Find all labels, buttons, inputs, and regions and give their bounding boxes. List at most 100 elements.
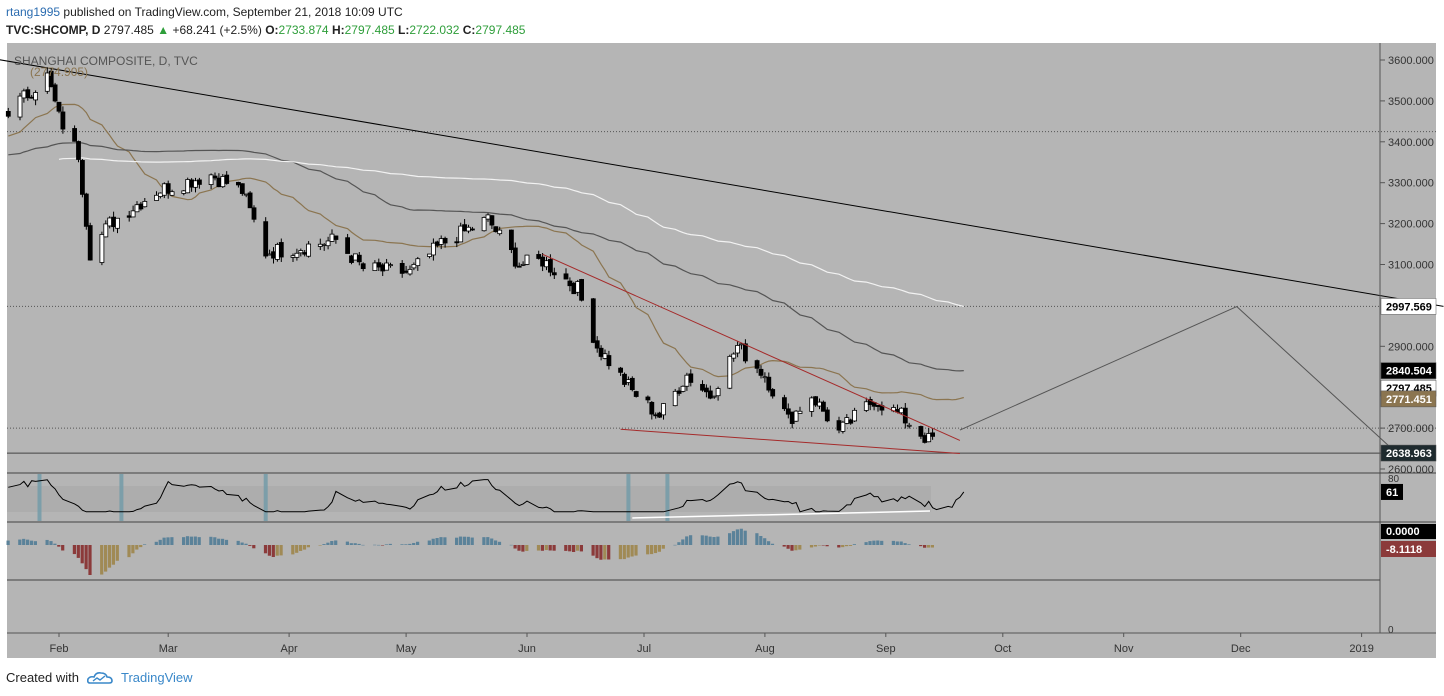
macd-histogram-bar: [88, 545, 92, 575]
candle-down: [72, 128, 77, 142]
price-tick-label: 3500.000: [1388, 96, 1434, 108]
macd-histogram-bar: [809, 545, 814, 548]
candle-down: [606, 355, 612, 367]
macd-histogram-bar: [607, 545, 611, 560]
candle-up: [107, 217, 113, 227]
macd-histogram-bar: [786, 545, 790, 549]
candle-up: [298, 250, 304, 254]
macd-histogram-bar: [217, 538, 221, 545]
rsi-oversold-marker: [37, 474, 42, 521]
symbol-line: TVC:SHCOMP, D 2797.485 ▲ +68.241 (+2.5%)…: [6, 23, 525, 37]
candle-down: [622, 373, 627, 385]
candle-down: [126, 215, 132, 218]
candle-up: [852, 409, 857, 422]
candle-up: [407, 268, 413, 275]
candle-down: [649, 401, 655, 415]
candle-up: [154, 194, 159, 201]
macd-histogram-bar: [439, 537, 443, 545]
macd-histogram-bar: [357, 543, 361, 545]
macd-histogram-bar: [852, 544, 856, 545]
macd-histogram-bar: [267, 545, 271, 556]
macd-histogram-bar: [767, 541, 771, 545]
candle-up: [384, 262, 390, 271]
candle-down: [239, 183, 245, 194]
macd-histogram-bar: [790, 545, 794, 551]
candle-up: [680, 385, 686, 392]
candle-up: [844, 417, 850, 424]
candle-down: [633, 391, 639, 397]
high-value: 2797.485: [344, 23, 395, 37]
candle-up: [672, 390, 678, 407]
macd-histogram-bar: [6, 540, 10, 545]
candle-down: [598, 347, 604, 357]
macd-histogram-bar: [349, 543, 353, 545]
candle-up: [661, 403, 666, 416]
macd-histogram-bar: [318, 545, 322, 546]
author-link[interactable]: rtang1995: [6, 5, 61, 19]
candle-down: [469, 228, 475, 231]
macd-histogram-bar: [763, 538, 767, 545]
candle-down: [700, 383, 705, 391]
candle-up: [329, 233, 335, 242]
candle-up: [274, 244, 280, 260]
candle-up: [267, 253, 273, 256]
macd-histogram-bar: [49, 541, 53, 545]
candle-down: [235, 181, 241, 186]
candle-down: [813, 396, 818, 406]
macd-histogram-bar: [435, 538, 439, 545]
up-arrow-icon: ▲: [157, 23, 170, 37]
macd-bottom-tick: 0: [1388, 625, 1394, 636]
macd-histogram-bar: [845, 545, 849, 547]
macd-histogram-bar: [373, 544, 377, 546]
macd-histogram-bar: [26, 539, 30, 545]
macd-histogram-bar: [837, 545, 841, 548]
macd-histogram-bar: [907, 544, 911, 545]
candle-down: [399, 262, 405, 274]
high-label: H:: [331, 23, 345, 37]
price-tick-label: 3300.000: [1388, 178, 1434, 190]
time-axis-background: [7, 633, 1380, 658]
candle-up: [602, 353, 608, 359]
candle-up: [727, 355, 733, 389]
created-with-text: Created with: [6, 670, 79, 685]
macd-histogram-bar: [930, 545, 934, 548]
candle-down: [548, 259, 553, 273]
candle-down: [789, 411, 795, 424]
candle-down: [824, 409, 830, 422]
candle-up: [575, 281, 581, 293]
macd-histogram-bar: [100, 545, 104, 575]
chart-title: SHANGHAI COMPOSITE, D, TVC: [14, 54, 198, 68]
macd-histogram-bar: [275, 545, 279, 556]
candle-down: [196, 179, 202, 185]
candle-down: [782, 397, 787, 410]
candle-up: [372, 262, 378, 272]
macd-histogram-bar: [685, 536, 689, 545]
trendline-red: [620, 428, 960, 454]
candle-down: [360, 263, 366, 270]
macd-histogram-bar: [677, 542, 681, 545]
candle-down: [251, 207, 257, 220]
macd-histogram-bar: [689, 535, 693, 545]
candle-down: [579, 279, 584, 301]
macd-histogram-bar: [252, 545, 256, 549]
macd-histogram-bar: [182, 537, 186, 545]
macd-histogram-bar: [111, 545, 115, 565]
time-tick-label: Jun: [518, 643, 536, 655]
candle-up: [762, 376, 768, 379]
candle-down: [508, 229, 514, 251]
candle-up: [193, 180, 198, 188]
macd-histogram-bar: [603, 545, 607, 560]
candle-down: [87, 225, 93, 261]
candle-down: [83, 193, 89, 227]
candle-up: [181, 190, 187, 194]
candle-down: [704, 387, 709, 393]
rsi-line: [8, 479, 965, 513]
trendline-red: [542, 253, 961, 441]
macd-histogram-bar: [509, 544, 513, 546]
candle-down: [563, 273, 569, 280]
tradingview-link[interactable]: TradingView: [120, 670, 193, 685]
footer: Created with TradingView: [6, 670, 193, 685]
macd-histogram-bar: [825, 545, 829, 547]
macd-histogram-bar: [813, 545, 817, 547]
